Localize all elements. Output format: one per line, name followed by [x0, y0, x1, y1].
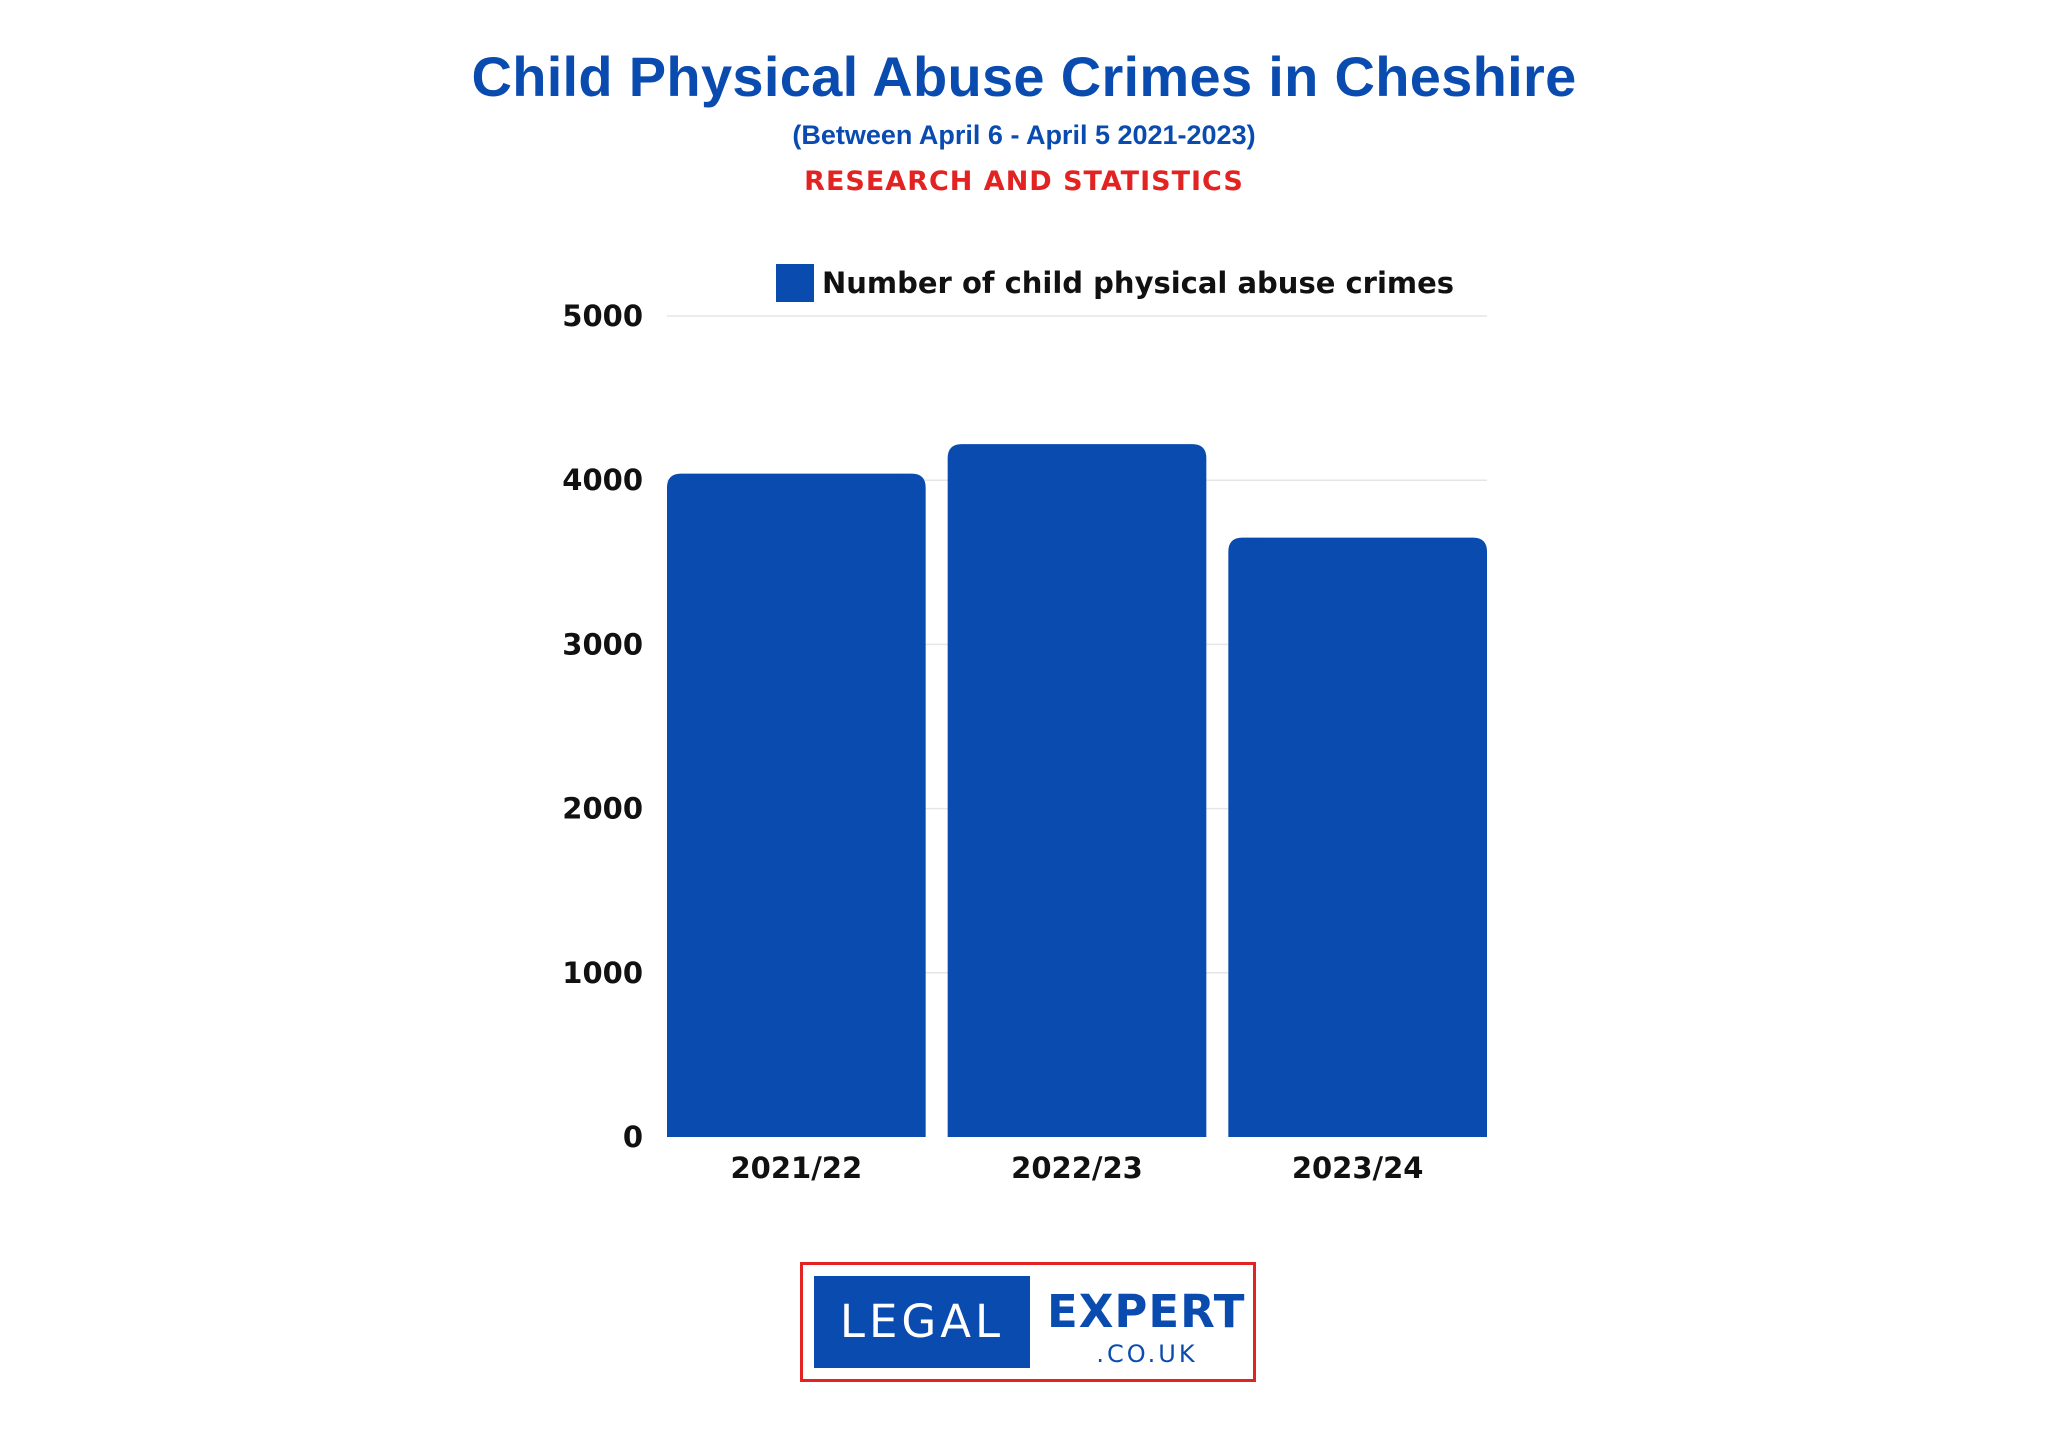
research-tagline: RESEARCH AND STATISTICS: [804, 166, 1244, 197]
y-tick-label: 5000: [562, 299, 643, 333]
chart-title: Child Physical Abuse Crimes in Cheshire: [471, 45, 1577, 108]
x-tick-label: 2023/24: [1292, 1151, 1424, 1185]
bars: [667, 444, 1487, 1138]
bar-2023-24: [1228, 537, 1487, 1137]
x-tick-label: 2022/23: [1011, 1151, 1143, 1185]
legend-swatch: [776, 264, 814, 302]
bar-2021-22: [667, 473, 926, 1138]
logo-expert-text: EXPERT: [1047, 1285, 1246, 1338]
logo-legal-text: LEGAL: [814, 1276, 1030, 1368]
y-tick-label: 2000: [562, 792, 643, 826]
y-tick-label: 4000: [562, 463, 643, 497]
y-tick-label: 0: [623, 1120, 643, 1154]
x-axis-ticks: 2021/22 2022/23 2023/24: [730, 1151, 1423, 1185]
legal-expert-logo: LEGAL EXPERT .CO.UK: [800, 1262, 1256, 1382]
logo-domain-text: .CO.UK: [1096, 1340, 1198, 1368]
bar-2022-23: [947, 444, 1207, 1137]
chart-subtitle: (Between April 6 - April 5 2021-2023): [792, 120, 1256, 150]
y-tick-label: 3000: [562, 627, 643, 661]
y-axis-ticks: 0 1000 2000 3000 4000 5000: [562, 299, 643, 1154]
x-tick-label: 2021/22: [730, 1151, 862, 1185]
legend-label: Number of child physical abuse crimes: [822, 266, 1454, 300]
y-tick-label: 1000: [562, 956, 643, 990]
legend: Number of child physical abuse crimes: [776, 264, 1454, 302]
